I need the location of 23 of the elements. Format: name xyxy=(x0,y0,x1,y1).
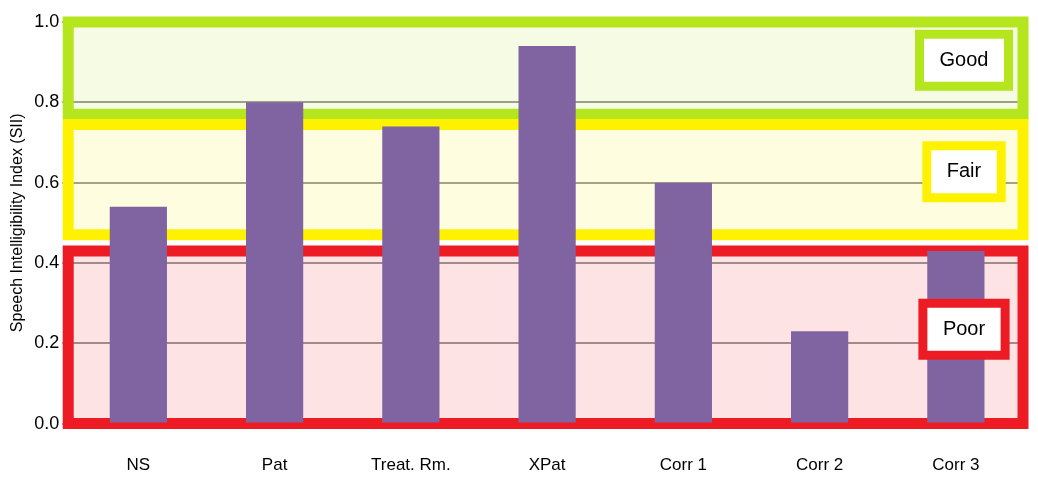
x-tick-label: XPat xyxy=(528,455,566,475)
band-label: Fair xyxy=(946,159,982,182)
y-tick-label: 1.0 xyxy=(34,10,60,31)
x-tick-label: Corr 2 xyxy=(796,455,844,475)
y-tick-label: 0.4 xyxy=(34,251,60,272)
bar xyxy=(654,182,712,423)
x-tick-label: NS xyxy=(126,455,151,475)
band-label: Poor xyxy=(942,316,986,339)
x-tick-label: Pat xyxy=(261,455,288,475)
bar xyxy=(518,46,576,423)
y-tick-label: 0.2 xyxy=(34,332,60,353)
bar xyxy=(382,126,440,423)
y-tick-label: 0.8 xyxy=(34,91,60,112)
bar xyxy=(245,102,304,423)
band-label: Good xyxy=(939,47,989,70)
y-tick-label: 0.0 xyxy=(34,412,60,433)
bar xyxy=(109,206,167,423)
y-tick-label: 0.6 xyxy=(34,171,60,192)
x-tick-label: Corr 1 xyxy=(659,455,707,475)
bar xyxy=(791,331,849,423)
x-tick-label: Treat. Rm. xyxy=(371,455,451,475)
x-tick-label: Corr 3 xyxy=(932,455,980,475)
y-axis-title: Speech Intelligibility Index (SII) xyxy=(8,113,26,333)
